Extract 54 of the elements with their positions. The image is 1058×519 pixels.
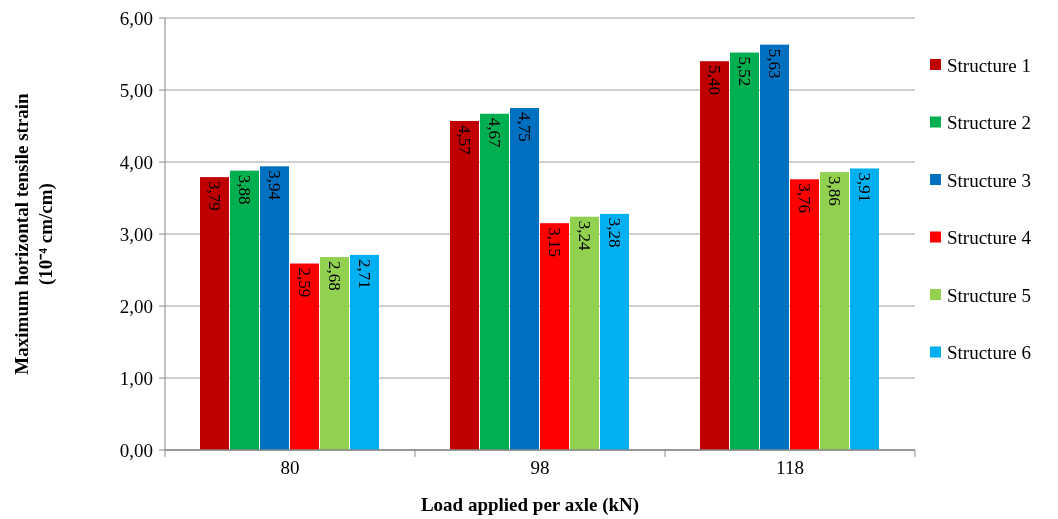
data-label: 3,15 [545,227,564,257]
data-label: 5,52 [735,56,754,87]
data-label: 3,88 [235,174,254,205]
y-tick-label: 1,00 [119,367,153,389]
legend-label: Structure 6 [947,342,1031,363]
bar [480,113,509,450]
x-tick-label: 98 [530,457,550,478]
legend-label: Structure 5 [947,284,1031,306]
data-label: 3,86 [825,176,844,206]
data-label: 2,68 [325,261,344,291]
data-label: 5,63 [765,48,784,79]
bar [510,108,539,450]
legend-label: Structure 4 [947,227,1032,248]
bar [230,170,259,450]
data-label: 2,71 [355,258,374,289]
bar [700,61,729,450]
x-axis-title: Load applied per axle (kN) [420,494,640,516]
data-label: 3,94 [265,170,284,201]
y-tick-label: 5,00 [119,79,153,101]
y-tick-label: 2,00 [119,295,153,317]
bar [350,254,379,450]
x-tick-label: 118 [776,457,804,478]
bar [260,166,289,450]
data-label: 3,76 [795,183,814,214]
y-axis-title: Maximum horizontal tensile strain (10⁻⁴ cm/cm) [11,92,57,375]
data-label: 3,24 [575,220,594,251]
bar [600,213,629,450]
bar [790,179,819,450]
bar [290,263,319,450]
bar [820,172,849,450]
x-tick-label: 80 [280,457,300,478]
data-label: 4,67 [485,117,504,149]
legend-label: Structure 2 [947,112,1031,133]
y-tick-label: 0,00 [119,439,153,461]
bar [540,223,569,450]
data-label: 4,57 [455,124,474,156]
data-label: 4,75 [515,112,534,142]
bar [760,44,789,450]
data-label: 5,40 [705,65,724,95]
y-tick-label: 4,00 [119,151,153,173]
legend-label: Structure 1 [947,54,1031,76]
legend-label: Structure 3 [947,169,1031,191]
data-label: 3,28 [605,217,624,248]
data-label: 3,79 [205,181,224,211]
data-label: 2,59 [295,267,314,298]
bar [570,216,599,450]
y-tick-label: 6,00 [119,7,153,29]
bar [850,168,879,450]
bar [450,120,479,450]
bar [200,177,229,450]
y-tick-label: 3,00 [119,223,153,245]
bar [320,257,349,450]
bar [730,52,759,450]
data-label: 3,91 [855,172,874,203]
